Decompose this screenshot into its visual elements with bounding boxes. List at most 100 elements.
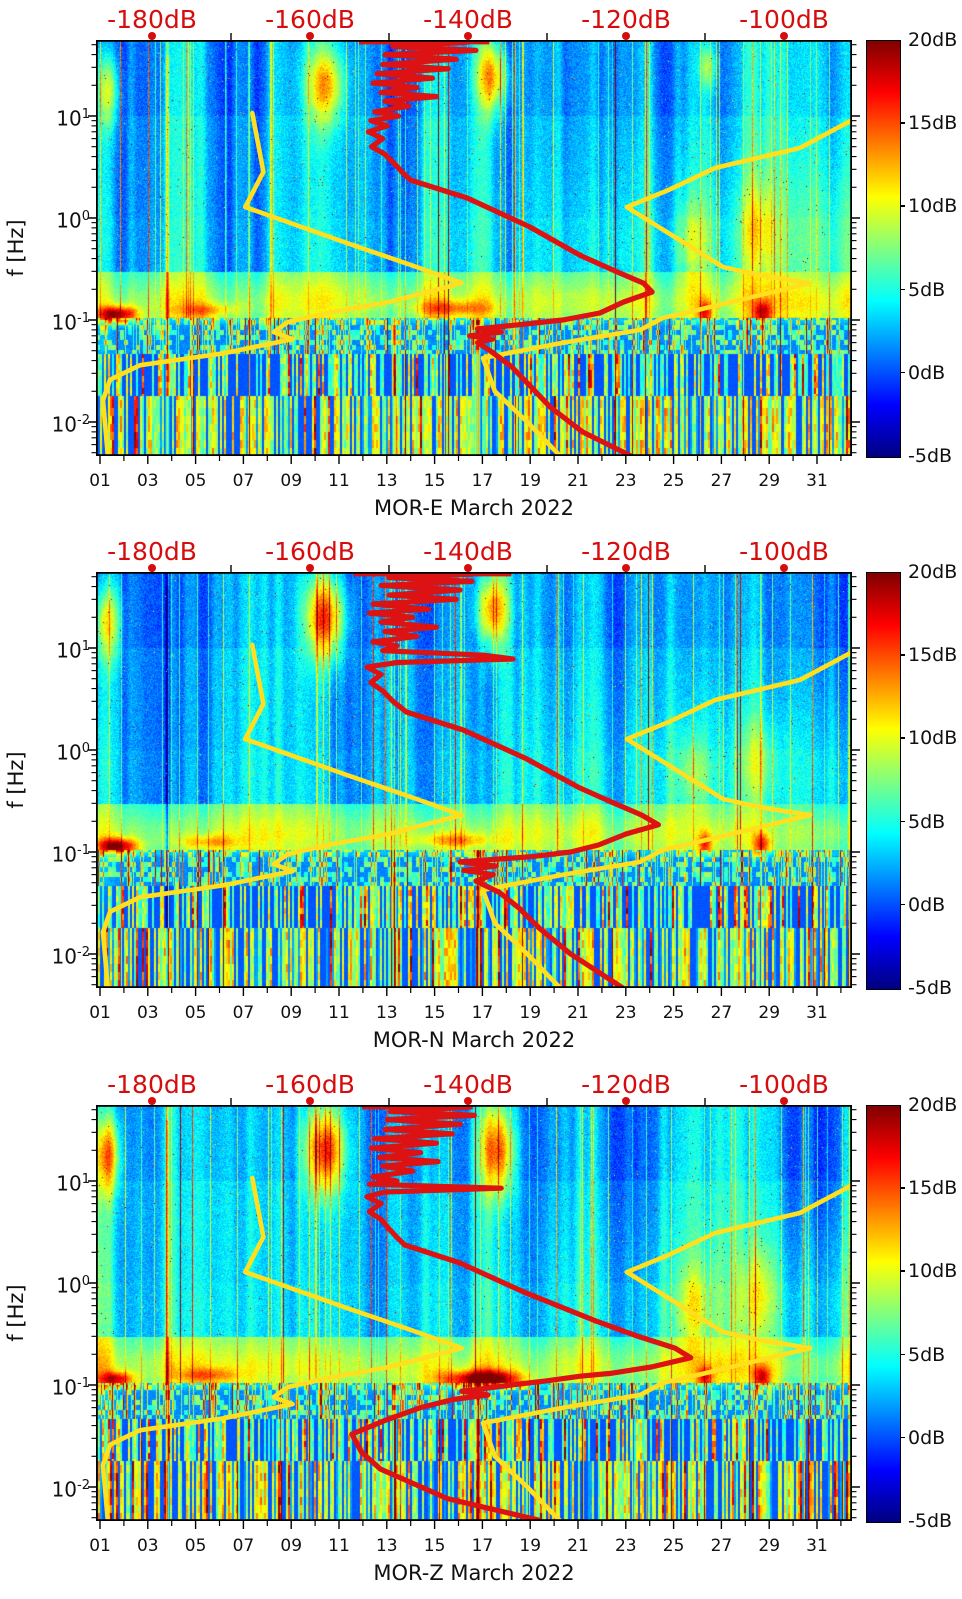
top-axis-marker [780,564,788,572]
top-axis-marker [464,564,472,572]
x-tick-label: 05 [185,1003,207,1023]
x-tick-label: 23 [615,471,637,491]
y-tick-label: 10-2 [51,944,90,969]
colorbar [866,40,901,458]
y-axis-label: f [Hz] [4,219,28,277]
colorbar-tick [900,122,905,124]
x-tick-label: 13 [376,1536,398,1556]
x-tick-label: 11 [328,1003,350,1023]
plot-border [95,571,853,989]
colorbar-tick [900,288,905,291]
colorbar-tick-label: 5dB [908,1343,946,1366]
x-tick-label: 31 [806,1003,828,1023]
x-tick-label: 21 [567,471,589,491]
top-axis-marker [306,1097,314,1105]
colorbar-tick [900,371,905,374]
x-tick-label: 01 [89,471,111,491]
colorbar-tick [900,1353,905,1356]
x-tick-label: 21 [567,1003,589,1023]
colorbar-tick [900,1436,905,1439]
plot-border [95,1104,853,1522]
colorbar-tick-label: 0dB [908,1426,946,1449]
colorbar-tick-label: -5dB [908,445,953,467]
colorbar [866,1105,901,1523]
colorbar-tick-label: 10dB [908,1260,958,1283]
x-tick-label: 27 [711,1003,733,1023]
colorbar-tick-label: 0dB [908,361,946,384]
colorbar-tick-label: 15dB [908,644,958,667]
y-tick-label: 100 [56,208,90,233]
colorbar-tick [900,903,905,906]
colorbar-tick-label: -5dB [908,1510,953,1532]
x-tick-label: 09 [280,1003,302,1023]
y-tick-label: 101 [56,1171,90,1196]
x-tick-label: 15 [424,471,446,491]
panel-title: MOR-N March 2022 [373,1028,575,1052]
top-axis-marker [464,1097,472,1105]
panel-title: MOR-E March 2022 [374,496,574,520]
x-tick-label: 13 [376,1003,398,1023]
top-axis-marker [622,1097,630,1105]
y-tick-label: 10-2 [51,1477,90,1502]
colorbar-tick-label: -5dB [908,977,953,999]
top-axis-marker [148,1097,156,1105]
x-tick-label: 09 [280,1536,302,1556]
x-tick-label: 29 [758,471,780,491]
panel-axes-MOR-E: 01 03 05 07 09 11 13 15 17 19 21 23 25 27 29 31 MOR-E Ma… [88,32,860,520]
low-noise-model-curve [100,642,464,988]
colorbar-tick-label: 15dB [908,112,958,135]
colorbar-tick [900,1187,905,1189]
x-tick-label: 27 [711,471,733,491]
top-axis-marker [148,564,156,572]
x-tick-label: 17 [472,1536,494,1556]
top-axis-marker [306,564,314,572]
high-noise-model-curve [480,1182,852,1521]
colorbar-tick [900,205,905,207]
low-noise-model-curve [100,1175,464,1521]
colorbar-tick-label: 20dB [908,561,958,583]
x-tick-label: 07 [233,1003,255,1023]
x-tick-label: 25 [663,471,685,491]
x-tick-label: 03 [137,1003,159,1023]
x-tick-label: 19 [519,1003,541,1023]
top-axis-marker [306,32,314,40]
high-noise-model-curve [480,649,852,988]
top-axis-label: -140dB [423,537,513,566]
x-tick-label: 21 [567,1536,589,1556]
x-tick-label: 25 [663,1003,685,1023]
x-tick-label: 09 [280,471,302,491]
y-tick-label: 100 [56,1273,90,1298]
top-axis-label: -180dB [107,1070,197,1099]
psd-curve-MOR-E [365,40,655,456]
colorbar-tick [900,654,905,656]
x-tick-label: 31 [806,1536,828,1556]
top-axis-label: -180dB [107,537,197,566]
top-axis-label: -180dB [107,5,197,34]
spectrogram-MOR-E [96,40,852,456]
x-tick-label: 01 [89,1003,111,1023]
low-noise-model-curve [100,110,464,456]
x-tick-label: 29 [758,1536,780,1556]
y-tick-label: 100 [56,740,90,765]
colorbar-tick-label: 5dB [908,278,946,301]
x-tick-label: 11 [328,471,350,491]
x-tick-label: 19 [519,471,541,491]
top-axis-label: -160dB [265,537,355,566]
colorbar-tick-label: 20dB [908,29,958,51]
plot-border [95,39,853,457]
top-axis-label: -100dB [739,537,829,566]
spectrogram-MOR-N [96,572,852,988]
colorbar-tick-label: 15dB [908,1177,958,1200]
x-tick-label: 07 [233,471,255,491]
y-tick-label: 101 [56,638,90,663]
y-axis-label: f [Hz] [4,1284,28,1342]
x-tick-label: 25 [663,1536,685,1556]
x-tick-label: 11 [328,1536,350,1556]
y-axis-label: f [Hz] [4,751,28,809]
top-axis-label: -100dB [739,1070,829,1099]
colorbar-tick [900,820,905,823]
colorbar-tick-label: 5dB [908,810,946,833]
spectrogram-MOR-Z [96,1105,852,1521]
psd-curve-MOR-N [364,572,661,988]
